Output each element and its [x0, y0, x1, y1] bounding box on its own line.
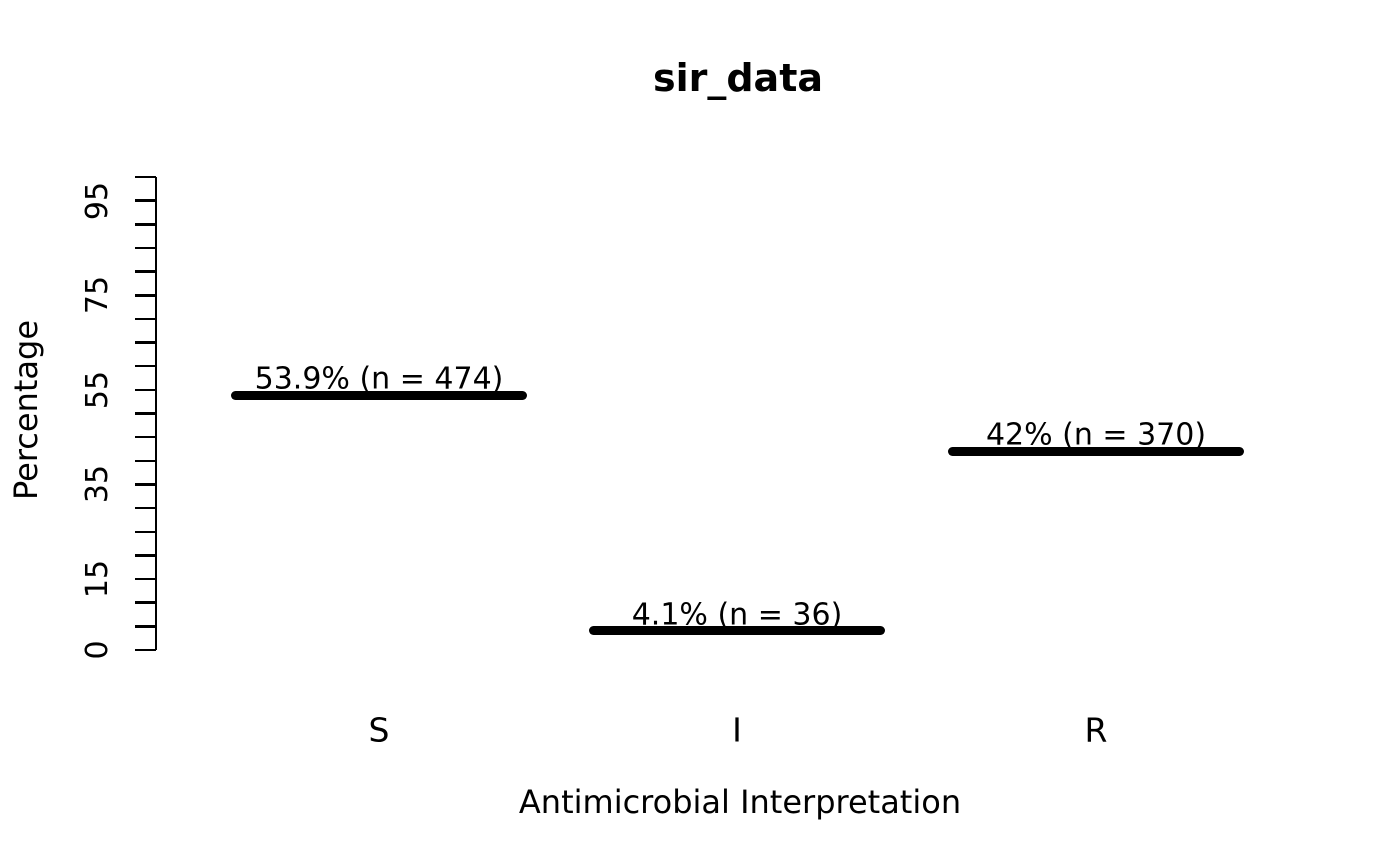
y-axis-line [154, 177, 158, 650]
y-axis-tick [135, 364, 156, 368]
y-axis-tick [135, 317, 156, 321]
bar-i [589, 626, 885, 636]
y-axis-tick-label: 95 [80, 181, 115, 220]
y-axis-tick [135, 506, 156, 510]
y-axis-tick [135, 412, 156, 415]
bar-value-label: 42% (n = 370) [985, 417, 1207, 453]
bar-r [948, 446, 1244, 456]
y-axis-tick [135, 223, 156, 226]
y-axis-tick [135, 341, 156, 344]
y-axis-tick-label: 55 [80, 370, 115, 409]
x-axis-title: Antimicrobial Interpretation [518, 783, 962, 821]
bar-value-label: 4.1% (n = 36) [631, 597, 843, 633]
y-axis-tick-label: 15 [80, 559, 115, 599]
y-axis-tick-label: 0 [80, 640, 115, 660]
x-category-label: R [1084, 710, 1108, 750]
chart-title: sir_data [652, 56, 824, 100]
y-axis-tick-label: 75 [80, 276, 115, 315]
y-axis-tick-label: 35 [80, 465, 115, 504]
y-axis-tick [135, 270, 156, 273]
x-category-label: S [368, 710, 390, 750]
y-axis-tick [135, 625, 156, 628]
y-axis-tick [135, 294, 156, 297]
y-axis-tick [135, 175, 156, 179]
y-axis-tick [135, 554, 156, 557]
y-axis-tick [135, 648, 156, 652]
y-axis-tick [135, 459, 156, 463]
y-axis-title: Percentage [7, 319, 45, 501]
y-axis-tick [135, 530, 156, 533]
bar-value-label: 53.9% (n = 474) [254, 361, 504, 397]
y-axis-tick [135, 388, 156, 392]
y-axis-tick [135, 246, 156, 250]
bar-s [231, 390, 527, 400]
y-axis-tick [135, 601, 156, 604]
y-axis-tick [135, 435, 156, 439]
y-axis-tick [135, 483, 156, 486]
y-axis-tick [135, 577, 156, 581]
x-category-label: I [732, 710, 742, 750]
y-axis-tick [135, 199, 156, 202]
